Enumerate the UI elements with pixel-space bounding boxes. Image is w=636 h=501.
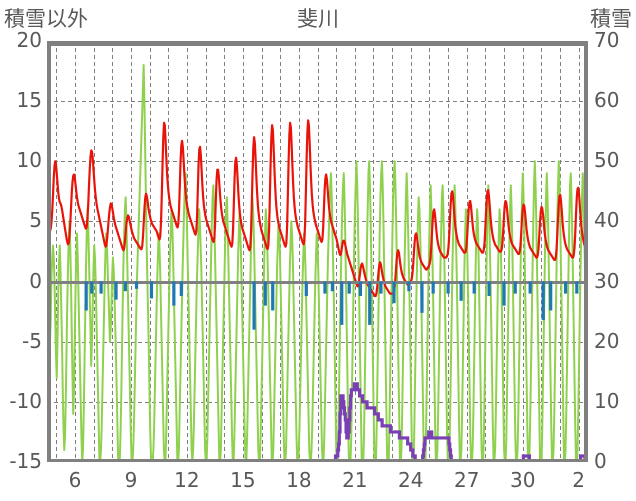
x-tick-12: 12 [174,468,200,492]
left-tick-10: 10 [16,148,42,173]
left-tick-5: 5 [29,208,42,233]
right-tick-20: 20 [594,328,620,353]
x-tick-18: 18 [286,468,312,492]
left-tick--5: -5 [22,328,42,353]
left-tick-0: 0 [29,268,42,293]
left-tick--10: -10 [9,388,42,413]
right-tick-70: 70 [594,28,620,52]
x-tick-24: 24 [398,468,424,492]
right-tick-50: 50 [594,148,620,173]
left-tick-20: 20 [16,28,42,52]
x-tick-9: 9 [124,468,138,492]
left-tick-15: 15 [16,88,42,113]
x-tick-30: 30 [509,468,536,492]
right-tick-60: 60 [594,88,620,113]
x-tick-2: 2 [572,468,586,492]
x-tick-15: 15 [230,468,256,492]
right-tick-10: 10 [594,388,620,413]
x-tick-6: 6 [68,468,82,492]
x-tick-27: 27 [454,468,480,492]
plot-area [47,41,588,462]
right-tick-0: 0 [594,449,607,473]
right-tick-40: 40 [594,208,620,233]
right-tick-30: 30 [594,268,620,293]
left-axis-unit-label: 積雪以外 [4,7,88,31]
chart-title: 斐川 [297,7,339,31]
right-axis-unit-label: 積雪 [590,7,632,31]
x-tick-21: 21 [342,468,368,492]
left-tick--15: -15 [9,449,42,473]
chart-canvas [47,41,588,462]
